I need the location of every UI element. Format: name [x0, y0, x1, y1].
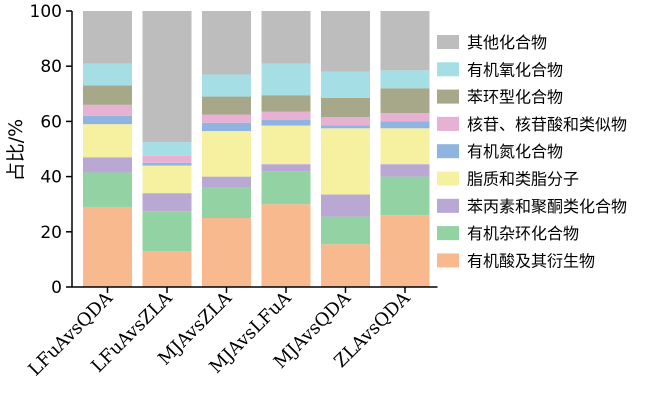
bar-segment	[321, 117, 370, 126]
bar-segment	[261, 11, 311, 64]
bar-segment	[380, 121, 430, 129]
legend-label: 脂质和类脂分子	[467, 170, 579, 189]
bar-segment	[83, 124, 132, 158]
bar-segment	[202, 11, 251, 75]
bar-segment	[202, 131, 251, 177]
bar-segment	[142, 142, 192, 156]
legend-swatch	[437, 253, 459, 268]
y-tick-label: 80	[40, 57, 62, 77]
legend-swatch	[437, 171, 459, 186]
legend: 其他化合物有机氧化合物苯环型化合物核苷、核苷酸和类似物有机氮化合物脂质和类脂分子…	[437, 33, 627, 270]
bar-segment	[261, 204, 311, 287]
bar-segment	[83, 11, 132, 64]
y-tick-label: 40	[40, 168, 62, 188]
legend-label: 有机酸及其衍生物	[467, 251, 595, 270]
legend-label: 有机氮化合物	[467, 142, 563, 161]
legend-label: 其他化合物	[467, 33, 547, 52]
legend-label: 有机杂环化合物	[467, 224, 579, 243]
bar-segment	[202, 96, 251, 115]
bar-segment	[83, 157, 132, 173]
bars	[83, 11, 430, 287]
legend-swatch	[437, 198, 459, 213]
y-tick-label: 0	[51, 278, 62, 298]
bar-segment	[321, 128, 370, 195]
bar-segment	[380, 88, 430, 114]
bar-segment	[380, 215, 430, 287]
legend-swatch	[437, 35, 459, 49]
bar-segment	[321, 244, 370, 287]
bar-segment	[321, 11, 370, 72]
legend-swatch	[437, 226, 459, 241]
bar-segment	[261, 125, 311, 165]
y-axis-title: 占比/%	[5, 119, 27, 181]
bar-segment	[142, 11, 192, 143]
bar-segment	[261, 63, 311, 96]
bar-segment	[261, 164, 311, 172]
bar-segment	[380, 70, 430, 89]
y-tick-label: 60	[40, 112, 62, 132]
legend-swatch	[437, 116, 459, 131]
bar-segment	[321, 125, 370, 129]
bar-segment	[83, 172, 132, 207]
legend-swatch	[437, 89, 459, 104]
bar-segment	[142, 165, 192, 194]
bar-segment	[380, 164, 430, 177]
bar-segment	[142, 162, 192, 166]
bar-segment	[321, 71, 370, 98]
bar-segment	[380, 11, 430, 71]
legend-label: 苯丙素和聚酮类化合物	[467, 197, 627, 216]
bar-segment	[202, 122, 251, 132]
bar-segment	[321, 216, 370, 245]
bar-segment	[83, 206, 132, 287]
legend-label: 苯环型化合物	[467, 88, 563, 107]
bar-segment	[142, 251, 192, 287]
bar-segment	[83, 115, 132, 125]
bar-segment	[83, 104, 132, 116]
legend-label: 核苷、核苷酸和类似物	[467, 115, 627, 134]
bar-segment	[380, 113, 430, 122]
bar-segment	[202, 74, 251, 97]
bar-segment	[202, 218, 251, 287]
bar-segment	[261, 95, 311, 112]
legend-swatch	[437, 62, 459, 77]
bar-segment	[261, 120, 311, 126]
bar-segment	[202, 114, 251, 123]
bar-segment	[142, 211, 192, 252]
legend-swatch	[437, 144, 459, 159]
bar-segment	[142, 193, 192, 212]
bar-segment	[380, 128, 430, 165]
bar-segment	[321, 194, 370, 217]
y-tick-label: 20	[40, 223, 62, 243]
bar-segment	[380, 176, 430, 216]
bar-segment	[202, 187, 251, 218]
bar-segment	[83, 85, 132, 105]
bar-segment	[142, 155, 192, 163]
x-axis: LFuAvsQDALFuAvsZLAMJAvsZLAMJAvsLFuAMJAvs…	[24, 286, 438, 380]
bar-segment	[261, 111, 311, 121]
y-axis: 0 20 40 60 80 100	[30, 2, 73, 298]
y-tick-label: 100	[30, 2, 62, 22]
bar-segment	[83, 63, 132, 86]
bar-segment	[261, 171, 311, 205]
legend-label: 有机氧化合物	[467, 60, 563, 79]
bar-segment	[321, 97, 370, 118]
bar-segment	[202, 176, 251, 188]
